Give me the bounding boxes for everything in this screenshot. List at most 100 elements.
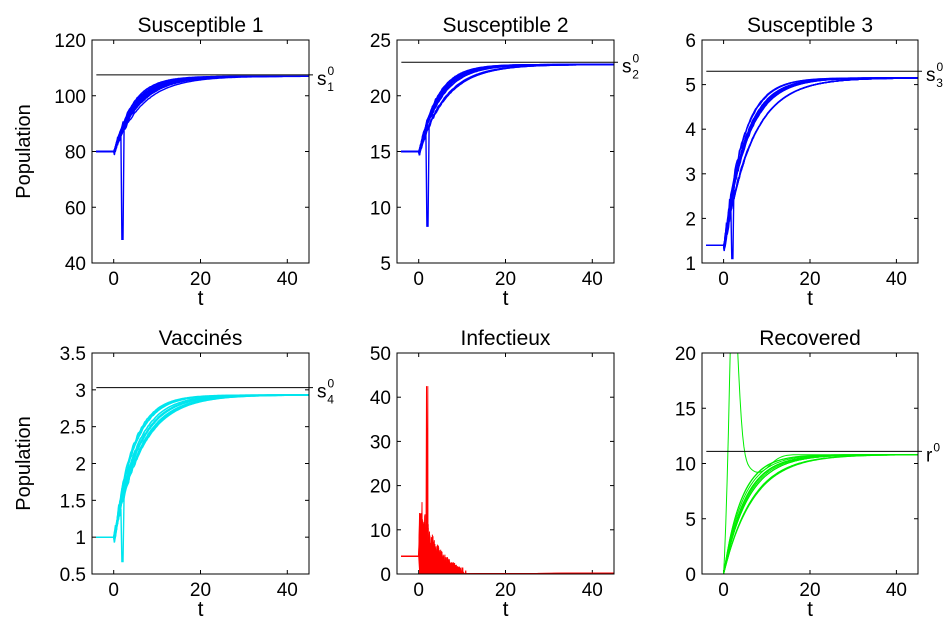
trajectory-line [96,75,309,153]
chart-title: Susceptible 1 [137,14,263,37]
x-tick-label: 40 [886,269,907,290]
trajectory-line [401,63,614,153]
y-axis-label: Population [13,104,35,199]
reference-label: r0 [926,440,940,466]
y-tick-label: 2 [685,209,696,230]
y-tick-label: 0 [685,565,696,586]
y-tick-label: 15 [675,399,696,420]
x-tick-label: 20 [799,269,820,290]
chart-title: Recovered [759,327,861,350]
y-tick-label: 10 [370,521,391,542]
trajectory-line [706,77,918,246]
x-tick-label: 40 [277,269,298,290]
x-tick-label: 0 [108,269,119,290]
trajectory-line [723,454,918,574]
y-axis-label: Population [13,416,35,511]
reference-label: s0 2 [622,51,640,81]
x-tick-label: 20 [190,269,211,290]
x-axis-label: t [807,598,813,620]
x-tick-label: 0 [413,269,424,290]
y-tick-label: 15 [370,143,391,164]
x-tick-label: 20 [495,580,516,601]
trajectory-line [723,454,918,574]
y-tick-label: 5 [685,76,696,97]
axes-frame [396,352,615,575]
axes-frame [701,352,919,575]
trajectory-line [723,454,918,574]
x-tick-label: 0 [718,269,729,290]
y-tick-label: 40 [370,388,391,409]
y-tick-label: 60 [65,198,86,219]
y-tick-label: 25 [370,31,391,52]
plot-area [96,75,309,240]
y-tick-label: 1 [75,528,86,549]
trajectory-line [401,522,614,574]
y-tick-label: 4 [685,120,696,141]
y-tick-label: 80 [65,143,86,164]
trajectory-line [401,63,614,153]
plot-area [723,353,918,574]
y-tick-label: 5 [685,510,696,531]
y-tick-label: 3 [685,165,696,186]
x-axis-label: t [198,287,204,310]
x-tick-label: 20 [495,269,516,290]
reference-label: s0 3 [926,60,944,90]
trajectory-line [96,75,309,240]
y-tick-label: 1.5 [60,491,86,512]
y-tick-label: 120 [54,31,86,52]
axes-frame [396,39,615,264]
y-tick-label: 20 [370,477,391,498]
chart-title: Susceptible 3 [747,14,873,37]
y-tick-label: 2.5 [60,418,86,439]
trajectory-line [706,77,918,250]
plot-area [401,63,614,227]
trajectory-line [723,454,918,574]
plot-area [96,394,309,563]
x-axis-label: t [503,287,509,310]
panel-susceptible-2: Susceptible 2 t 5 10 15 20 25 0 20 40 s0 2 [370,14,640,310]
trajectory-line [723,454,918,574]
plot-area [401,386,614,574]
reference-label: s0 1 [317,64,335,94]
panel-susceptible-3: Susceptible 3 t 1 2 3 4 5 6 0 20 40 s0 3 [685,14,943,310]
trajectory-line [723,454,918,574]
panel-vaccines: Vaccinés Population t 0.5 1 1.5 2 2.5 3 3.5 0 20 40 s… [13,327,335,621]
y-tick-label: 2 [75,455,86,476]
x-tick-label: 0 [108,580,119,601]
trajectory-line [723,353,918,574]
trajectory-line [723,454,918,574]
panel-susceptible-1: Susceptible 1 Population t 40 60 80 100 120 0 20 4… [13,14,335,310]
trajectory-line [96,394,309,542]
y-tick-label: 50 [370,344,391,365]
chart-title: Vaccinés [159,327,243,350]
x-axis-label: t [198,598,204,620]
panel-infectieux: Infectieux t 0 10 20 30 40 50 0 20 40 [370,327,615,621]
y-tick-label: 0 [380,565,391,586]
y-tick-label: 10 [370,198,391,219]
plot-area [706,77,918,260]
x-tick-label: 40 [886,580,907,601]
x-axis-label: t [807,287,813,310]
trajectory-line [723,454,918,574]
x-tick-label: 40 [582,580,603,601]
chart-title: Infectieux [461,327,551,350]
y-tick-label: 20 [370,87,391,108]
x-tick-label: 40 [582,269,603,290]
y-tick-label: 1 [685,254,696,275]
x-axis-label: t [503,598,509,620]
axes-frame [91,39,310,264]
y-tick-label: 3 [75,381,86,402]
y-tick-label: 3.5 [60,344,86,365]
trajectory-line [723,454,918,574]
trajectory-line [723,454,918,574]
trajectory-line [706,77,918,246]
y-tick-label: 40 [65,254,86,275]
y-tick-label: 0.5 [60,565,86,586]
y-tick-label: 20 [675,344,696,365]
y-tick-label: 5 [380,254,391,275]
x-tick-label: 20 [190,580,211,601]
trajectory-line [723,454,918,574]
trajectory-line [96,394,309,538]
trajectory-line [723,454,918,574]
